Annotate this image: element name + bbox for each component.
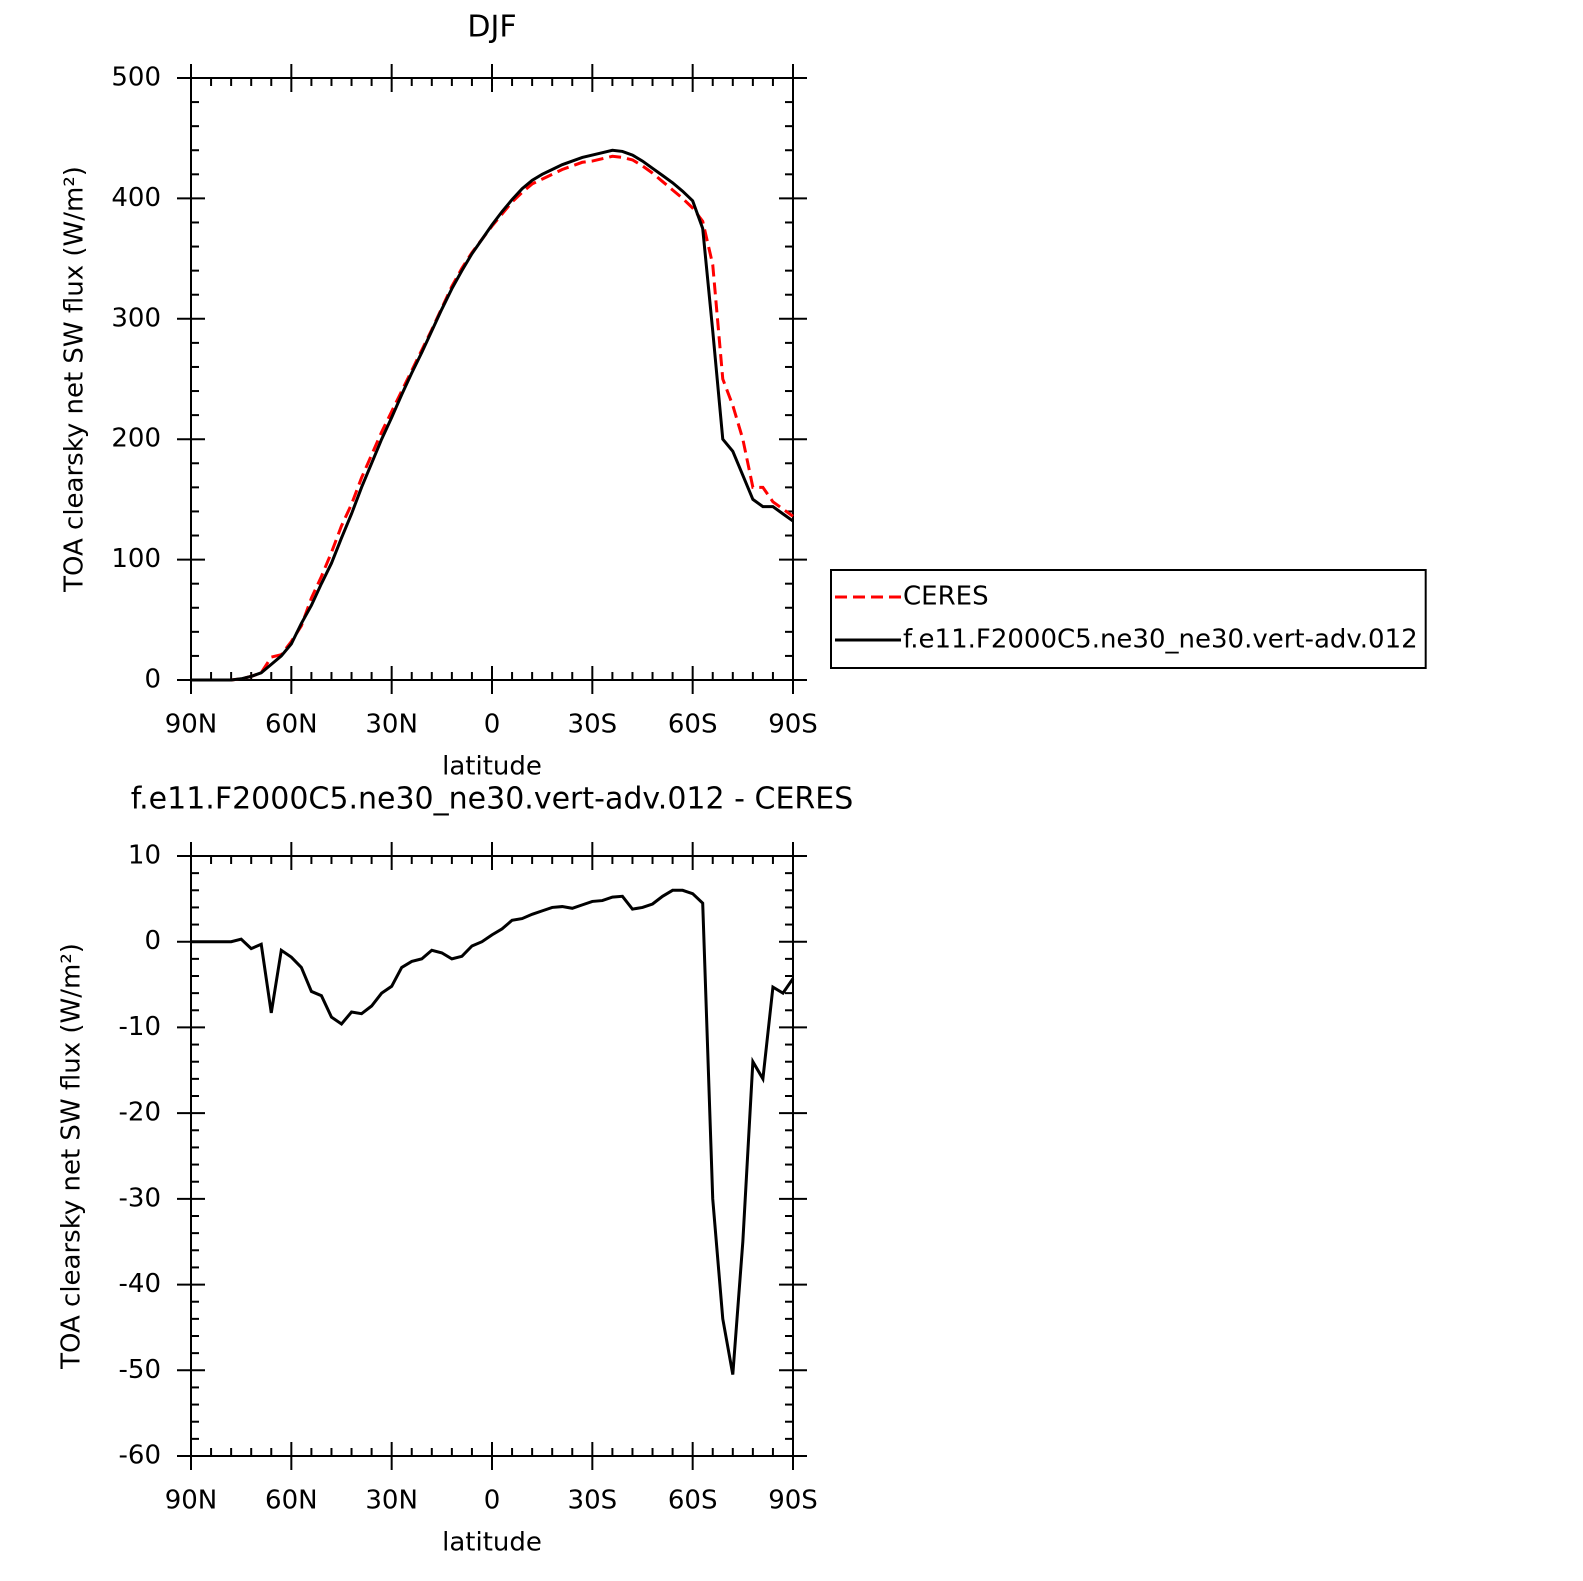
x-tick-label: 30S <box>568 1486 618 1516</box>
y-tick-label: -20 <box>119 1098 161 1128</box>
x-tick-label: 60N <box>265 710 318 740</box>
y-axis-label: TOA clearsky net SW flux (W/m²) <box>60 166 90 593</box>
legend-box <box>830 569 1427 669</box>
x-axis-label: latitude <box>442 1528 542 1558</box>
plot-frame <box>190 855 794 1457</box>
x-tick-label: 90N <box>165 1486 218 1516</box>
chart: f.e11.F2000C5.ne30_ne30.vert-adv.012 - C… <box>57 782 854 1558</box>
legend-label: CERES <box>903 582 989 612</box>
y-tick-label: -10 <box>119 1012 161 1042</box>
x-tick-label: 30N <box>365 710 418 740</box>
x-tick-label: 60S <box>668 710 718 740</box>
series-line <box>191 888 795 1375</box>
y-tick-label: 500 <box>111 63 161 93</box>
x-tick-label: 60S <box>668 1486 718 1516</box>
plot-frame <box>190 77 794 681</box>
y-tick-label: 100 <box>111 544 161 574</box>
y-tick-label: 0 <box>144 665 161 695</box>
series-line <box>191 148 794 682</box>
x-tick-label: 60N <box>265 1486 318 1516</box>
legend: CERES f.e11.F2000C5.ne30_ne30.vert-adv.01… <box>830 569 1427 669</box>
x-axis-label: latitude <box>442 752 542 782</box>
y-tick-label: -50 <box>119 1355 161 1385</box>
x-tick-label: 90S <box>768 710 818 740</box>
x-tick-label: 30S <box>568 710 618 740</box>
y-tick-label: 400 <box>111 183 161 213</box>
x-tick-label: 30N <box>365 1486 418 1516</box>
chart: DJF latitude TOA clearsky net SW flux (W/m… <box>60 10 1427 782</box>
chart-title: DJF <box>467 10 516 45</box>
y-tick-label: -60 <box>119 1441 161 1471</box>
y-tick-label: 0 <box>144 926 161 956</box>
x-tick-label: 0 <box>484 1486 501 1516</box>
y-tick-label: 200 <box>111 424 161 454</box>
chart-title: f.e11.F2000C5.ne30_ne30.vert-adv.012 - C… <box>131 782 854 817</box>
y-tick-label: 10 <box>128 841 161 871</box>
x-tick-label: 90N <box>165 710 218 740</box>
y-axis-label: TOA clearsky net SW flux (W/m²) <box>57 943 87 1370</box>
y-tick-label: -30 <box>119 1183 161 1213</box>
x-tick-label: 90S <box>768 1486 818 1516</box>
x-tick-label: 0 <box>484 710 501 740</box>
y-tick-label: 300 <box>111 303 161 333</box>
y-tick-label: -40 <box>119 1269 161 1299</box>
legend-label: f.e11.F2000C5.ne30_ne30.vert-adv.012 <box>903 625 1418 655</box>
